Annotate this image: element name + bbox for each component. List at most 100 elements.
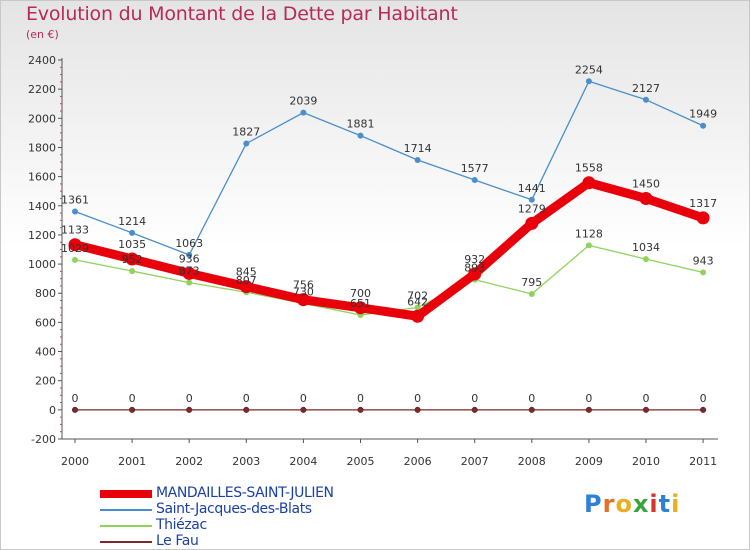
data-label: 893 bbox=[464, 262, 485, 275]
data-label: 0 bbox=[643, 392, 650, 405]
data-label: 730 bbox=[293, 285, 314, 298]
data-label: 0 bbox=[72, 392, 79, 405]
x-tick-label: 2004 bbox=[289, 455, 317, 468]
data-label: 943 bbox=[693, 254, 714, 267]
data-point bbox=[471, 406, 478, 413]
y-tick-label: 800 bbox=[35, 287, 56, 300]
data-label: 651 bbox=[350, 297, 371, 310]
data-label: 1317 bbox=[689, 197, 717, 210]
data-label: 1714 bbox=[404, 142, 432, 155]
data-point bbox=[186, 251, 193, 258]
data-label: 932 bbox=[464, 253, 485, 266]
data-label: 2127 bbox=[632, 82, 660, 95]
data-point bbox=[700, 269, 707, 276]
data-label: 2254 bbox=[575, 63, 603, 76]
data-point bbox=[186, 279, 193, 286]
data-point bbox=[357, 132, 364, 139]
legend-swatch bbox=[100, 541, 152, 543]
data-label: 1128 bbox=[575, 227, 603, 240]
data-label: 1279 bbox=[518, 202, 546, 215]
data-label: 0 bbox=[129, 392, 136, 405]
data-point bbox=[186, 406, 193, 413]
x-tick-label: 2009 bbox=[575, 455, 603, 468]
data-point bbox=[72, 256, 78, 263]
data-label: 1881 bbox=[347, 118, 375, 131]
data-point bbox=[639, 191, 653, 205]
data-point bbox=[354, 301, 367, 315]
data-label: 952 bbox=[122, 253, 143, 266]
data-point bbox=[696, 211, 710, 225]
data-point bbox=[582, 176, 596, 190]
x-tick-label: 2002 bbox=[175, 455, 203, 468]
y-tick-label: 2200 bbox=[28, 83, 56, 96]
y-tick-label: 1000 bbox=[28, 258, 56, 271]
data-point bbox=[243, 140, 250, 147]
legend-swatch bbox=[100, 525, 152, 527]
series-line-2 bbox=[74, 244, 704, 316]
data-point bbox=[125, 252, 139, 266]
y-tick-label: 1600 bbox=[28, 171, 56, 184]
x-tick-label: 2001 bbox=[118, 455, 146, 468]
data-point bbox=[414, 156, 421, 163]
data-label: 1558 bbox=[575, 162, 603, 175]
data-label: 0 bbox=[700, 392, 707, 405]
y-tick-label: 1200 bbox=[28, 229, 56, 242]
data-point bbox=[300, 109, 307, 116]
data-point bbox=[643, 256, 649, 263]
data-label: 1035 bbox=[118, 238, 146, 251]
legend-swatch bbox=[100, 490, 152, 498]
data-point bbox=[414, 304, 421, 311]
x-tick-label: 2011 bbox=[689, 455, 717, 468]
data-label: 1577 bbox=[461, 162, 489, 175]
x-tick-label: 2005 bbox=[347, 455, 375, 468]
data-label: 0 bbox=[414, 392, 421, 405]
data-point bbox=[700, 122, 707, 129]
data-point bbox=[129, 406, 136, 413]
data-point bbox=[700, 406, 707, 413]
data-point bbox=[643, 96, 649, 103]
data-label: 795 bbox=[521, 276, 542, 289]
data-point bbox=[357, 406, 364, 413]
x-tick-label: 2010 bbox=[632, 455, 660, 468]
data-label: 0 bbox=[186, 392, 193, 405]
data-label: 1949 bbox=[689, 108, 717, 121]
data-label: 0 bbox=[300, 392, 307, 405]
data-label: 1827 bbox=[232, 126, 260, 139]
y-tick-label: -200 bbox=[31, 433, 56, 446]
data-point bbox=[471, 176, 478, 183]
data-point bbox=[239, 280, 253, 294]
logo-letter: r bbox=[602, 490, 616, 518]
data-point bbox=[585, 78, 592, 85]
x-tick-label: 2008 bbox=[518, 455, 546, 468]
data-point bbox=[300, 406, 307, 413]
data-label: 0 bbox=[528, 392, 535, 405]
legend-label: Thiézac bbox=[156, 517, 207, 533]
data-label: 1441 bbox=[518, 182, 546, 195]
data-point bbox=[296, 293, 310, 307]
data-point bbox=[642, 406, 650, 413]
legend-swatch bbox=[100, 509, 152, 511]
data-label: 1063 bbox=[175, 237, 203, 250]
x-tick-label: 2006 bbox=[404, 455, 432, 468]
data-point bbox=[525, 216, 539, 230]
legend-label: MANDAILLES-SAINT-JULIEN bbox=[156, 485, 334, 501]
data-label: 0 bbox=[243, 392, 250, 405]
data-label: 642 bbox=[407, 295, 428, 308]
logo-letter: i bbox=[649, 490, 659, 518]
data-point bbox=[72, 208, 78, 215]
logo-letter: P bbox=[584, 490, 603, 518]
y-tick-label: 0 bbox=[49, 404, 56, 417]
proxiti-logo: Proxiti bbox=[584, 490, 680, 518]
x-tick-label: 2003 bbox=[232, 455, 260, 468]
y-tick-label: 400 bbox=[35, 346, 56, 359]
y-tick-label: 1400 bbox=[28, 200, 56, 213]
data-label: 1214 bbox=[118, 215, 146, 228]
data-label: 1034 bbox=[632, 241, 660, 254]
data-label: 756 bbox=[293, 279, 314, 292]
data-label: 873 bbox=[179, 265, 200, 278]
data-label: 1133 bbox=[61, 224, 89, 237]
data-label: 1361 bbox=[61, 193, 89, 206]
data-label: 0 bbox=[357, 392, 364, 405]
data-label: 1450 bbox=[632, 177, 660, 190]
